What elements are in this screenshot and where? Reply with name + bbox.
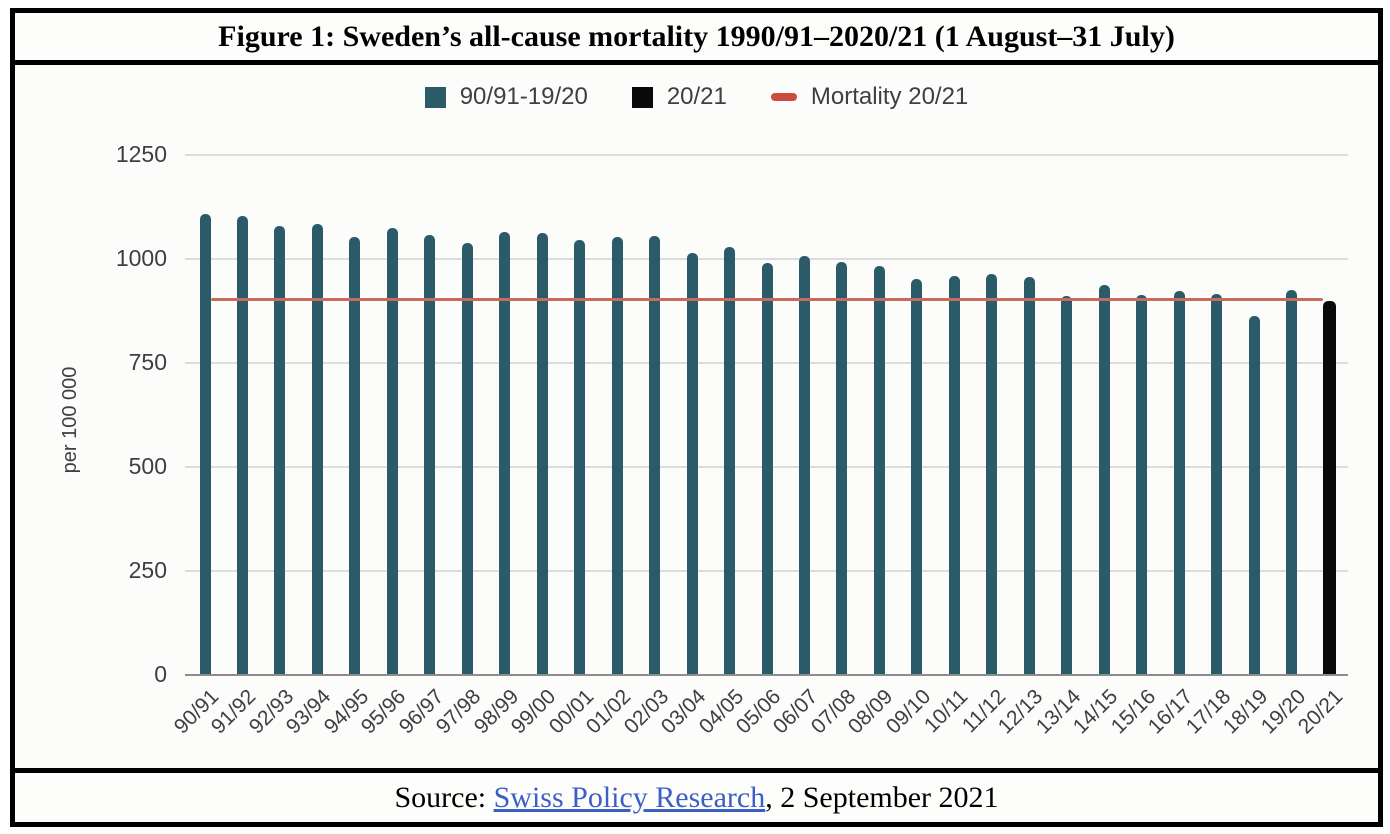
figure-frame: Figure 1: Sweden’s all-cause mortality 1… — [10, 8, 1383, 827]
bar-11/12 — [986, 273, 998, 675]
bar-10/11 — [948, 276, 960, 675]
bar-94/95 — [349, 236, 361, 675]
legend-label: Mortality 20/21 — [810, 83, 969, 110]
source-link[interactable]: Swiss Policy Research — [493, 780, 766, 814]
bar-99/00 — [536, 233, 548, 675]
bar-06/07 — [798, 255, 810, 675]
legend-square-swatch — [631, 86, 653, 108]
gridline — [185, 154, 1348, 156]
legend-square-swatch — [424, 86, 446, 108]
bar-02/03 — [649, 235, 661, 675]
bar-07/08 — [836, 261, 848, 675]
legend-label: 20/21 — [666, 83, 727, 110]
bar-16/17 — [1173, 291, 1185, 675]
bar-13/14 — [1061, 296, 1073, 675]
bar-17/18 — [1211, 293, 1223, 675]
bar-96/97 — [424, 234, 436, 675]
source-bar: Source: Swiss Policy Research, 2 Septemb… — [15, 768, 1378, 822]
y-tick-label: 1000 — [115, 245, 167, 271]
bar-15/16 — [1136, 295, 1148, 675]
bar-19/20 — [1286, 290, 1298, 675]
y-tick-label: 1250 — [115, 141, 167, 167]
y-tick-label: 500 — [128, 453, 167, 479]
mortality-reference-line — [211, 298, 1323, 302]
bar-18/19 — [1248, 316, 1260, 675]
legend-item: 20/21 — [631, 83, 727, 111]
source-prefix: Source: — [394, 780, 494, 814]
bar-14/15 — [1098, 284, 1110, 675]
bar-92/93 — [274, 225, 286, 675]
figure-title: Figure 1: Sweden’s all-cause mortality 1… — [218, 19, 1175, 53]
bar-09/10 — [911, 278, 923, 675]
bar-95/96 — [386, 228, 398, 675]
bar-20/21 — [1322, 300, 1336, 675]
y-tick-label: 250 — [128, 557, 167, 583]
y-tick-label: 0 — [154, 661, 167, 687]
bar-93/94 — [311, 223, 323, 675]
chart-area: 90/91-19/20 20/21 Mortality 20/21 per 100 … — [15, 65, 1378, 768]
legend-label: 90/91-19/20 — [459, 83, 588, 110]
bar-00/01 — [574, 240, 586, 675]
bar-91/92 — [236, 215, 248, 675]
legend-line-swatch — [770, 93, 797, 101]
plot-area — [185, 154, 1348, 676]
bar-90/91 — [199, 214, 211, 675]
bar-97/98 — [461, 243, 473, 675]
gridline — [185, 258, 1348, 260]
x-axis-line — [185, 674, 1348, 676]
figure-title-bar: Figure 1: Sweden’s all-cause mortality 1… — [15, 13, 1378, 65]
bar-12/13 — [1023, 276, 1035, 675]
source-suffix: , 2 September 2021 — [765, 780, 999, 814]
bar-01/02 — [611, 236, 623, 675]
y-tick-label: 750 — [128, 349, 167, 375]
bar-08/09 — [873, 266, 885, 675]
legend-item: Mortality 20/21 — [770, 83, 969, 111]
bar-04/05 — [724, 247, 736, 675]
bar-05/06 — [761, 263, 773, 675]
chart-legend: 90/91-19/20 20/21 Mortality 20/21 — [15, 83, 1378, 111]
legend-item: 90/91-19/20 — [424, 83, 588, 111]
bar-03/04 — [686, 253, 698, 675]
bar-98/99 — [499, 232, 511, 675]
